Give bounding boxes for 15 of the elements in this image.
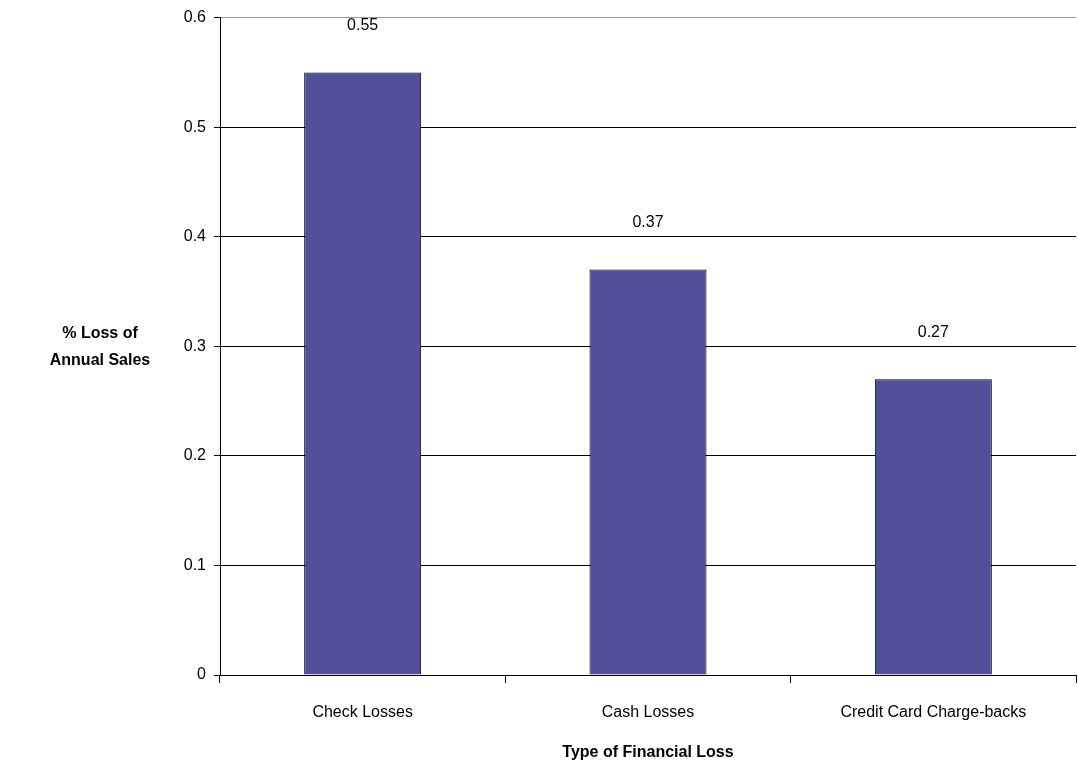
y-tick-label: 0.3 — [183, 336, 207, 354]
x-tick-label: Check Losses — [312, 703, 413, 721]
x-tick-label: Credit Card Charge-backs — [840, 703, 1027, 721]
y-axis-title: % Loss of Annual Sales — [48, 323, 152, 371]
y-tick-label: 0 — [197, 665, 207, 683]
x-axis-title: Type of Financial Loss — [562, 742, 734, 760]
y-tick-label: 0.4 — [183, 227, 207, 245]
x-tick-label: Cash Losses — [601, 703, 695, 721]
y-tick-label: 0.5 — [183, 117, 207, 135]
data-label: 0.55 — [347, 15, 379, 33]
data-label: 0.37 — [632, 213, 664, 231]
y-tick-label: 0.6 — [183, 8, 207, 26]
y-tick-label: 0.1 — [183, 555, 207, 573]
data-label: 0.27 — [917, 322, 950, 340]
y-tick-label: 0.2 — [183, 446, 207, 464]
